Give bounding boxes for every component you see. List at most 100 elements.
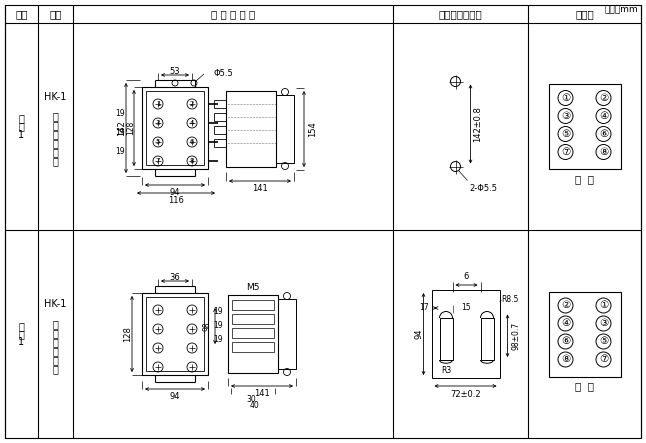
Text: 单位：mm: 单位：mm [605,5,638,15]
Text: 凸: 凸 [52,112,58,121]
Text: 98: 98 [202,321,211,331]
Text: 出: 出 [52,328,58,338]
Text: 98±0.7: 98±0.7 [512,322,521,350]
Text: 116: 116 [168,196,184,205]
Text: 图: 图 [19,329,25,339]
Text: 128: 128 [123,326,132,342]
Bar [548,84,621,169]
Text: 外 形 尺 弸 图: 外 形 尺 弸 图 [211,9,255,19]
Text: R3: R3 [441,366,451,375]
Text: 142: 142 [118,120,127,136]
Text: 线: 线 [52,156,58,167]
Bar [548,291,621,377]
Bar [214,126,226,134]
Text: HK-1: HK-1 [45,299,67,309]
Bar [214,113,226,121]
Text: ⑥: ⑥ [599,129,608,139]
Text: ⑧: ⑧ [561,354,570,365]
Bar [232,328,274,338]
Bar [278,299,296,369]
Text: 出: 出 [52,120,58,131]
Bar [276,95,294,163]
Text: ①: ① [561,93,570,103]
Text: 后: 后 [52,346,58,356]
Text: 附: 附 [19,321,25,331]
Text: 6: 6 [190,139,194,145]
Text: 1: 1 [19,129,25,140]
Text: 19: 19 [115,128,125,137]
Text: ②: ② [561,300,570,311]
Bar [142,293,208,375]
Bar [432,290,499,378]
Text: 5: 5 [156,139,160,145]
Bar [214,139,226,147]
Text: 2-Φ5.5: 2-Φ5.5 [470,183,497,193]
Text: 2: 2 [190,101,194,107]
Text: 结构: 结构 [49,9,62,19]
Text: 19: 19 [213,307,223,316]
Text: 接: 接 [52,355,58,365]
Text: 附: 附 [19,113,25,124]
Text: R8.5: R8.5 [501,295,519,304]
Text: 141: 141 [254,389,270,398]
Bar [481,318,494,360]
Text: 8: 8 [190,158,194,164]
Text: 1: 1 [156,101,160,107]
Text: 背  视: 背 视 [575,381,594,392]
Text: 19: 19 [213,322,223,330]
Text: 15: 15 [462,303,472,311]
Text: 30: 30 [246,395,256,404]
Text: 端子图: 端子图 [575,9,594,19]
Text: Φ5.5: Φ5.5 [214,69,234,78]
Text: 141: 141 [252,184,268,193]
Text: 4: 4 [190,120,194,126]
Text: 图号: 图号 [16,9,28,19]
Bar [232,342,274,352]
Text: ①: ① [599,300,608,311]
Bar [226,91,276,167]
Text: 142±0.8: 142±0.8 [474,106,483,142]
Text: 线: 线 [52,364,58,374]
Text: 94: 94 [170,392,180,401]
Text: 7: 7 [156,158,160,164]
Text: M5: M5 [246,283,260,291]
Bar [214,100,226,108]
Bar [146,297,204,371]
Text: 接: 接 [52,148,58,158]
Text: HK-1: HK-1 [45,92,67,101]
Text: ⑥: ⑥ [561,337,570,346]
Text: ④: ④ [599,111,608,121]
Text: ②: ② [599,93,608,103]
Text: 40: 40 [250,401,260,410]
Text: 17: 17 [419,303,428,312]
Bar [232,300,274,310]
Bar [439,318,452,360]
Text: 94: 94 [170,188,180,197]
Text: ⑤: ⑤ [561,129,570,139]
Text: 19: 19 [115,109,125,118]
Text: 19: 19 [115,147,125,156]
Text: ⑧: ⑧ [599,147,608,157]
Text: ⑦: ⑦ [599,354,608,365]
Text: ④: ④ [561,319,570,329]
Text: 36: 36 [170,272,180,281]
Bar [146,91,204,165]
Text: 1: 1 [19,337,25,347]
Text: 53: 53 [170,66,180,75]
Text: ③: ③ [599,319,608,329]
Text: 19: 19 [213,335,223,345]
Bar [228,295,278,373]
Text: 式: 式 [52,129,58,140]
Text: 94: 94 [415,329,424,339]
Text: ⑦: ⑦ [561,147,570,157]
Text: 3: 3 [156,120,160,126]
Text: 72±0.2: 72±0.2 [450,390,481,399]
Text: 6: 6 [464,272,469,281]
Text: 式: 式 [52,337,58,347]
Bar [142,87,208,169]
Text: 128: 128 [127,121,136,135]
Text: 前: 前 [52,139,58,148]
Bar [232,314,274,324]
Text: 154: 154 [308,121,317,137]
Text: 安装开孔尺弸图: 安装开孔尺弸图 [439,9,483,19]
